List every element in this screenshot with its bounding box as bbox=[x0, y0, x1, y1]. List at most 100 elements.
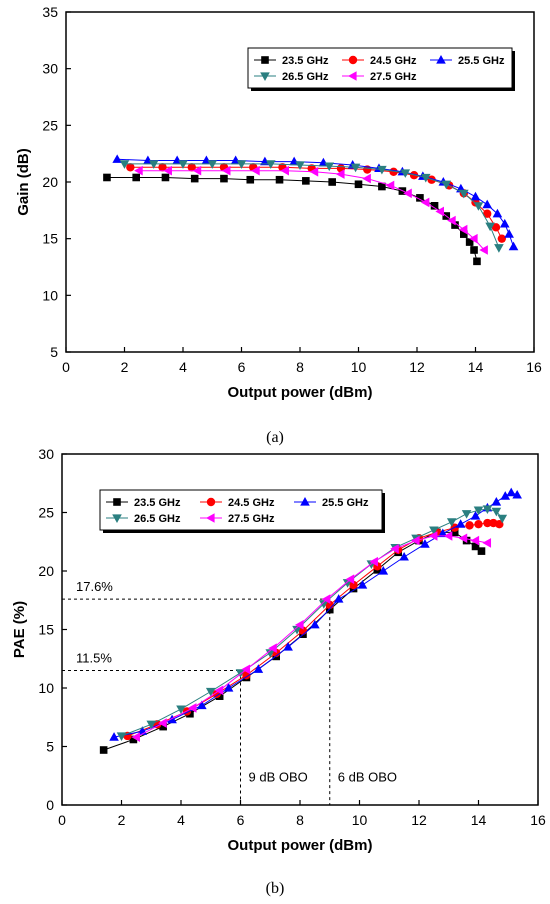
data-point bbox=[491, 496, 502, 506]
data-point bbox=[465, 521, 474, 530]
data-point bbox=[253, 664, 264, 673]
data-point bbox=[390, 543, 399, 554]
x-axis-label: Output power (dBm) bbox=[228, 384, 373, 401]
data-point bbox=[500, 491, 511, 500]
legend-box bbox=[99, 489, 383, 531]
data-point bbox=[420, 197, 430, 208]
x-tick-label: 0 bbox=[58, 812, 66, 828]
data-point bbox=[221, 165, 231, 176]
x-tick-label: 12 bbox=[409, 359, 425, 375]
legend-entry: 27.5 GHz bbox=[200, 513, 275, 525]
legend-marker bbox=[113, 498, 121, 506]
legend-label: 26.5 GHz bbox=[134, 513, 181, 525]
data-point bbox=[357, 580, 368, 589]
data-point bbox=[473, 257, 481, 266]
data-point bbox=[134, 165, 143, 176]
data-point bbox=[325, 605, 334, 614]
legend-label: 25.5 GHz bbox=[458, 55, 505, 67]
data-point bbox=[321, 594, 331, 604]
annotation-label: 6 dB OBO bbox=[338, 770, 397, 785]
data-point bbox=[119, 160, 130, 169]
y-tick-label: 25 bbox=[42, 117, 58, 133]
data-point bbox=[158, 163, 167, 172]
data-point bbox=[473, 506, 484, 516]
data-point bbox=[482, 505, 493, 514]
data-point bbox=[275, 175, 284, 184]
data-point bbox=[469, 233, 478, 244]
x-tick-label: 10 bbox=[352, 812, 368, 828]
data-point bbox=[497, 514, 508, 524]
data-point bbox=[328, 178, 336, 186]
data-point bbox=[223, 683, 234, 692]
data-point bbox=[497, 234, 507, 243]
legend-entry: 26.5 GHz bbox=[106, 513, 181, 525]
data-point bbox=[158, 718, 167, 728]
legend-box bbox=[247, 47, 513, 89]
legend-label: 24.5 GHz bbox=[228, 497, 275, 509]
data-point bbox=[492, 208, 503, 218]
data-point bbox=[178, 160, 188, 169]
legend-marker bbox=[348, 55, 358, 65]
data-point bbox=[362, 173, 371, 184]
data-point bbox=[508, 241, 519, 251]
y-tick-label: 20 bbox=[42, 174, 58, 190]
y-tick-label: 10 bbox=[42, 287, 58, 303]
data-point bbox=[389, 167, 398, 176]
y-tick-label: 5 bbox=[46, 739, 54, 755]
legend-entry: 24.5 GHz bbox=[342, 55, 417, 67]
data-point bbox=[378, 182, 386, 191]
data-point bbox=[430, 202, 439, 210]
data-point bbox=[429, 526, 439, 536]
data-point bbox=[482, 538, 492, 548]
data-point bbox=[470, 535, 480, 546]
data-point bbox=[491, 223, 501, 232]
data-point bbox=[473, 202, 484, 211]
data-point bbox=[190, 174, 199, 183]
legend-marker bbox=[300, 497, 310, 506]
data-point bbox=[399, 551, 409, 561]
y-axis-label: Gain (dB) bbox=[15, 148, 32, 216]
data-point bbox=[283, 642, 293, 651]
x-tick-label: 2 bbox=[118, 812, 126, 828]
data-point bbox=[495, 520, 504, 529]
data-point bbox=[499, 218, 510, 228]
series-27-5-ghz bbox=[134, 165, 488, 255]
data-point bbox=[214, 685, 224, 696]
data-point bbox=[333, 594, 344, 603]
x-tick-label: 2 bbox=[121, 359, 129, 375]
data-point bbox=[460, 230, 468, 238]
data-point bbox=[126, 163, 135, 172]
data-point bbox=[459, 189, 469, 199]
y-axis-label: PAE (%) bbox=[11, 601, 28, 658]
legend-label: 27.5 GHz bbox=[370, 71, 417, 83]
data-point bbox=[447, 215, 456, 226]
data-point bbox=[302, 177, 310, 185]
data-point bbox=[345, 574, 355, 584]
data-point bbox=[161, 173, 170, 182]
legend-label: 24.5 GHz bbox=[370, 55, 417, 67]
data-point bbox=[477, 547, 486, 555]
data-point bbox=[112, 154, 122, 163]
data-point bbox=[176, 705, 186, 715]
figure-caption: (b) bbox=[266, 880, 285, 897]
x-tick-label: 14 bbox=[468, 359, 484, 375]
data-point bbox=[251, 165, 260, 176]
legend-label: 27.5 GHz bbox=[228, 513, 275, 525]
data-point bbox=[354, 180, 363, 189]
x-tick-label: 16 bbox=[530, 812, 546, 828]
data-point bbox=[192, 165, 202, 176]
data-point bbox=[470, 191, 481, 201]
data-point bbox=[378, 566, 389, 575]
legend-marker bbox=[261, 56, 269, 64]
data-point bbox=[506, 487, 517, 497]
y-tick-label: 15 bbox=[42, 231, 58, 247]
legend-label: 25.5 GHz bbox=[322, 497, 369, 509]
data-point bbox=[485, 222, 495, 232]
data-point bbox=[458, 224, 468, 235]
data-point bbox=[420, 539, 430, 548]
data-point bbox=[265, 649, 276, 658]
data-point bbox=[207, 160, 218, 169]
x-tick-label: 4 bbox=[179, 359, 187, 375]
data-point bbox=[483, 518, 492, 528]
legend-entry: 23.5 GHz bbox=[106, 497, 181, 509]
